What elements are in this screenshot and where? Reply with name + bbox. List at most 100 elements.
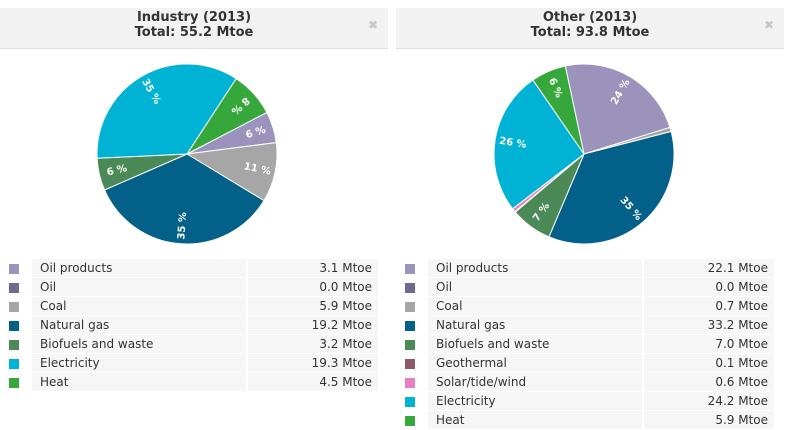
other-pie-svg: 24 %35 %7 %26 %6 % xyxy=(493,63,675,245)
industry-legend-table: Oil products 3.1 Mtoe Oil 0.0 Mtoe Coal 5.9 M… xyxy=(6,258,378,392)
legend-label: Heat xyxy=(428,411,644,429)
close-icon[interactable]: ✖ xyxy=(367,18,378,32)
legend-label: Natural gas xyxy=(32,316,248,334)
legend-swatch xyxy=(405,320,415,331)
legend-value: 19.3 Mtoe xyxy=(248,354,378,372)
legend-swatch-cell xyxy=(6,297,32,315)
legend-swatch xyxy=(405,263,415,274)
legend-label: Coal xyxy=(32,297,248,315)
legend-label: Solar/tide/wind xyxy=(428,373,644,391)
legend-swatch xyxy=(9,263,19,274)
legend-swatch xyxy=(405,396,415,407)
legend-swatch xyxy=(9,282,19,293)
legend-row-geothermal[interactable]: Geothermal 0.1 Mtoe xyxy=(402,354,774,372)
legend-swatch-cell xyxy=(6,316,32,334)
legend-row-oil[interactable]: Oil 0.0 Mtoe xyxy=(402,278,774,296)
other-chart-header: Other (2013) Total: 93.8 Mtoe ✖ xyxy=(396,8,784,49)
legend-swatch-cell xyxy=(402,278,428,296)
legend-row-biofuels-and-waste[interactable]: Biofuels and waste 3.2 Mtoe xyxy=(6,335,378,353)
industry-pie-svg: 6 %11 %35 %6 %35 % 8 % xyxy=(96,63,278,245)
legend-row-natural-gas[interactable]: Natural gas 33.2 Mtoe xyxy=(402,316,774,334)
legend-label: Electricity xyxy=(428,392,644,410)
legend-swatch-cell xyxy=(402,297,428,315)
legend-value: 4.5 Mtoe xyxy=(248,373,378,391)
legend-swatch-cell xyxy=(6,335,32,353)
industry-chart-title: Industry (2013) xyxy=(136,10,252,25)
legend-swatch-cell xyxy=(402,335,428,353)
legend-swatch xyxy=(405,415,415,426)
legend-swatch xyxy=(405,301,415,312)
legend-swatch-cell xyxy=(6,354,32,372)
other-pie-chart: 24 % 35 % 7 % 26 % 6 % xyxy=(396,48,784,256)
legend-row-electricity[interactable]: Electricity 24.2 Mtoe xyxy=(402,392,774,410)
legend-swatch xyxy=(405,282,415,293)
legend-swatch xyxy=(9,320,19,331)
legend-row-coal[interactable]: Coal 5.9 Mtoe xyxy=(6,297,378,315)
legend-row-biofuels-and-waste[interactable]: Biofuels and waste 7.0 Mtoe xyxy=(402,335,774,353)
legend-value: 24.2 Mtoe xyxy=(644,392,774,410)
legend-row-heat[interactable]: Heat 5.9 Mtoe xyxy=(402,411,774,429)
legend-swatch-cell xyxy=(402,354,428,372)
pie-slice-natural-gas[interactable] xyxy=(103,153,265,245)
industry-pie-chart: 6 % 11 % 35 % 6 % 35 % 8 % xyxy=(0,48,388,256)
pie-slice-heat[interactable] xyxy=(532,65,585,155)
legend-swatch xyxy=(9,339,19,350)
legend-value: 5.9 Mtoe xyxy=(248,297,378,315)
legend-label: Oil xyxy=(32,278,248,296)
legend-row-oil[interactable]: Oil 0.0 Mtoe xyxy=(6,278,378,296)
other-legend-table: Oil products 22.1 Mtoe Oil 0.0 Mtoe Coal 0.7 … xyxy=(402,258,774,430)
legend-label: Oil xyxy=(428,278,644,296)
legend-value: 3.2 Mtoe xyxy=(248,335,378,353)
legend-label: Heat xyxy=(32,373,248,391)
legend-label: Biofuels and waste xyxy=(32,335,248,353)
legend-swatch-cell xyxy=(402,392,428,410)
legend-swatch xyxy=(9,301,19,312)
legend-swatch xyxy=(405,339,415,350)
pie-slice-electricity[interactable] xyxy=(96,63,237,159)
legend-value: 0.6 Mtoe xyxy=(644,373,774,391)
pie-label-electricity: 26 % xyxy=(498,136,527,151)
legend-row-heat[interactable]: Heat 4.5 Mtoe xyxy=(6,373,378,391)
other-chart-title: Other (2013) xyxy=(542,10,638,25)
legend-swatch-cell xyxy=(6,259,32,277)
industry-chart-panel: Industry (2013) Total: 55.2 Mtoe ✖ 6 % 11… xyxy=(0,0,388,430)
industry-chart-header: Industry (2013) Total: 55.2 Mtoe ✖ xyxy=(0,8,388,49)
legend-swatch xyxy=(9,358,19,369)
pie-slice-electricity[interactable] xyxy=(493,79,585,210)
legend-label: Natural gas xyxy=(428,316,644,334)
legend-value: 19.2 Mtoe xyxy=(248,316,378,334)
legend-row-natural-gas[interactable]: Natural gas 19.2 Mtoe xyxy=(6,316,378,334)
legend-value: 0.0 Mtoe xyxy=(644,278,774,296)
legend-label: Geothermal xyxy=(428,354,644,372)
pie-slice-natural-gas[interactable] xyxy=(548,130,675,245)
legend-row-solar-tide-wind[interactable]: Solar/tide/wind 0.6 Mtoe xyxy=(402,373,774,391)
legend-row-coal[interactable]: Coal 0.7 Mtoe xyxy=(402,297,774,315)
legend-swatch-cell xyxy=(6,373,32,391)
other-chart-subtitle: Total: 93.8 Mtoe xyxy=(530,25,650,40)
legend-value: 33.2 Mtoe xyxy=(644,316,774,334)
pie-slice-heat[interactable] xyxy=(185,77,268,156)
legend-value: 0.1 Mtoe xyxy=(644,354,774,372)
legend-label: Oil products xyxy=(32,259,248,277)
legend-value: 7.0 Mtoe xyxy=(644,335,774,353)
legend-label: Biofuels and waste xyxy=(428,335,644,353)
pie-slice-oil-products[interactable] xyxy=(564,63,671,155)
legend-swatch-cell xyxy=(402,316,428,334)
legend-label: Oil products xyxy=(428,259,644,277)
legend-label: Electricity xyxy=(32,354,248,372)
legend-row-oil-products[interactable]: Oil products 22.1 Mtoe xyxy=(402,259,774,277)
pie-label-biofuels-and-waste: 6 % xyxy=(106,163,128,178)
legend-value: 5.9 Mtoe xyxy=(644,411,774,429)
legend-swatch-cell xyxy=(6,278,32,296)
industry-chart-subtitle: Total: 55.2 Mtoe xyxy=(134,25,254,40)
legend-row-oil-products[interactable]: Oil products 3.1 Mtoe xyxy=(6,259,378,277)
legend-swatch xyxy=(9,377,19,388)
legend-value: 0.0 Mtoe xyxy=(248,278,378,296)
legend-swatch xyxy=(405,358,415,369)
legend-value: 3.1 Mtoe xyxy=(248,259,378,277)
legend-swatch xyxy=(405,377,415,388)
close-icon[interactable]: ✖ xyxy=(763,18,774,32)
legend-row-electricity[interactable]: Electricity 19.3 Mtoe xyxy=(6,354,378,372)
legend-swatch-cell xyxy=(402,411,428,429)
legend-swatch-cell xyxy=(402,373,428,391)
